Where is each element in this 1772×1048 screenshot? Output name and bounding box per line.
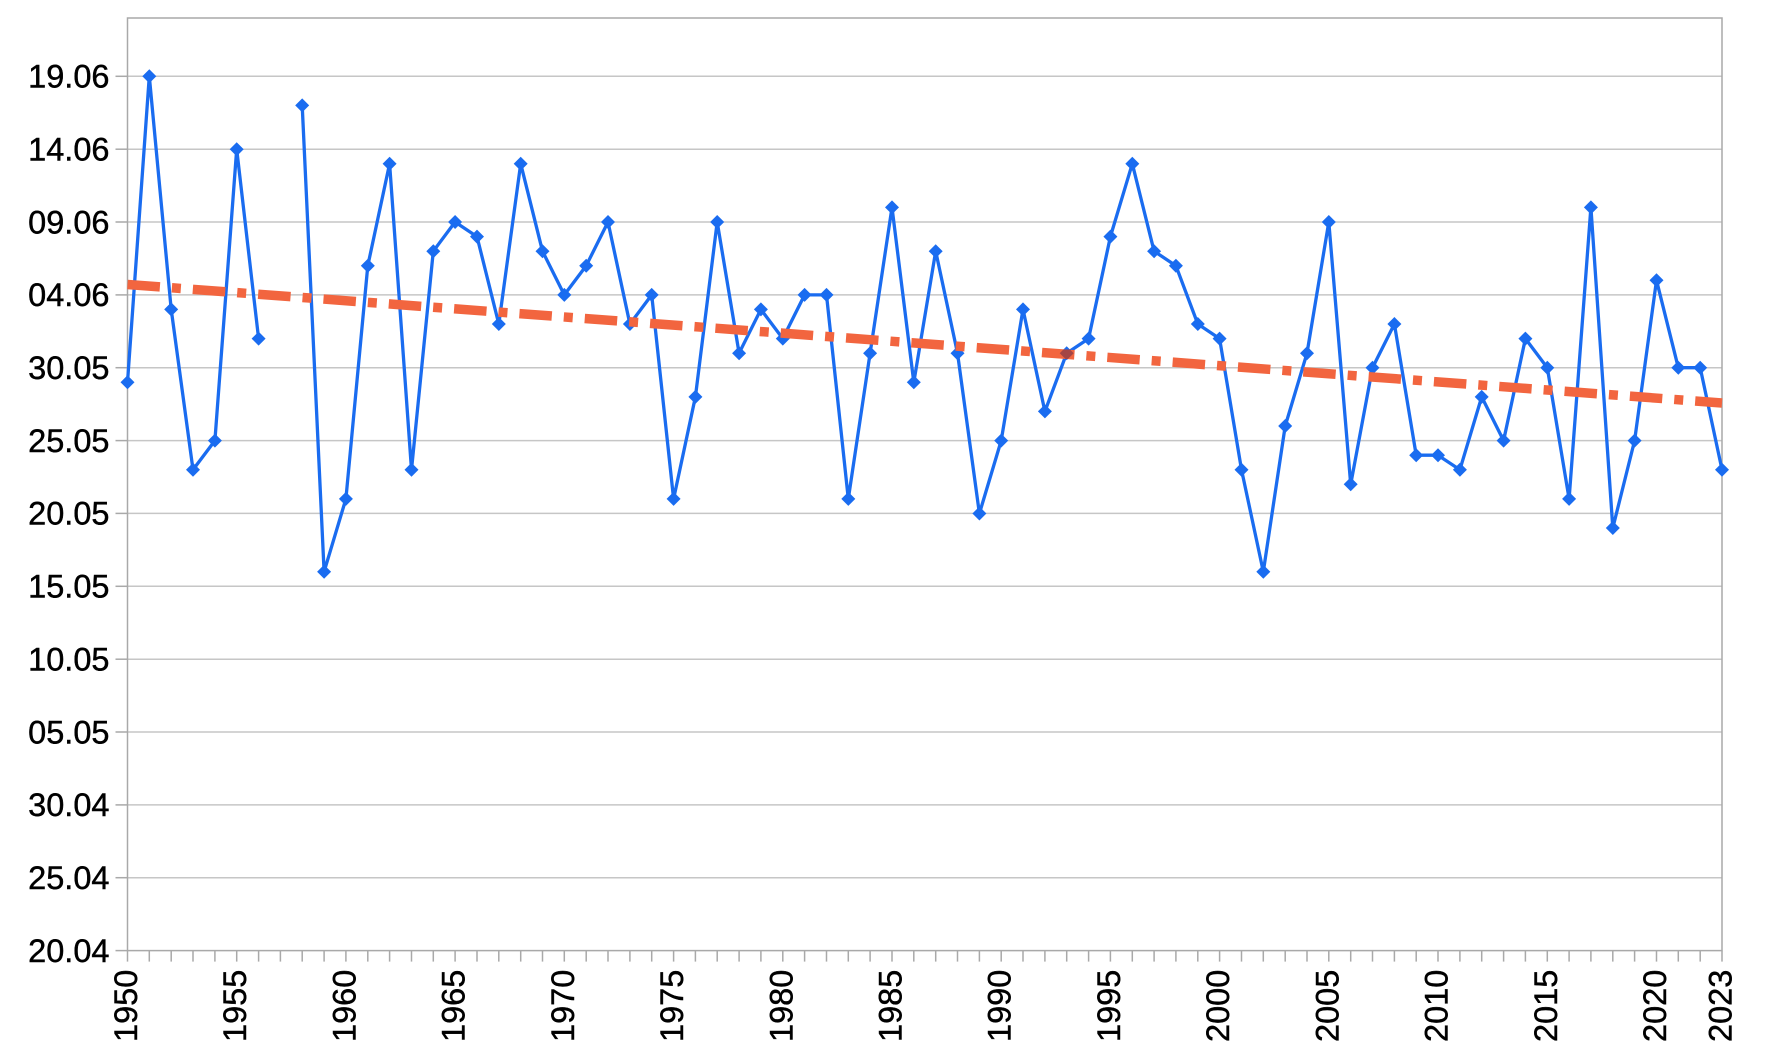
- svg-text:25.04: 25.04: [28, 860, 109, 896]
- svg-text:20.04: 20.04: [28, 933, 109, 969]
- svg-text:2023: 2023: [1703, 970, 1739, 1042]
- svg-text:2010: 2010: [1419, 970, 1455, 1042]
- svg-text:15.05: 15.05: [28, 569, 109, 605]
- svg-text:1980: 1980: [763, 970, 799, 1042]
- svg-text:1995: 1995: [1091, 970, 1127, 1042]
- svg-text:2005: 2005: [1309, 970, 1345, 1042]
- svg-text:20.05: 20.05: [28, 496, 109, 532]
- svg-text:1985: 1985: [873, 970, 909, 1042]
- svg-text:2000: 2000: [1200, 970, 1236, 1042]
- svg-text:1960: 1960: [326, 970, 362, 1042]
- svg-text:14.06: 14.06: [28, 132, 109, 168]
- svg-text:05.05: 05.05: [28, 714, 109, 750]
- svg-text:30.05: 30.05: [28, 350, 109, 386]
- svg-text:25.05: 25.05: [28, 423, 109, 459]
- svg-text:1990: 1990: [982, 970, 1018, 1042]
- svg-text:19.06: 19.06: [28, 59, 109, 95]
- svg-text:1965: 1965: [436, 970, 472, 1042]
- svg-text:09.06: 09.06: [28, 204, 109, 240]
- svg-text:2020: 2020: [1637, 970, 1673, 1042]
- svg-text:30.04: 30.04: [28, 787, 109, 823]
- svg-text:1970: 1970: [545, 970, 581, 1042]
- svg-text:1955: 1955: [217, 970, 253, 1042]
- svg-text:2015: 2015: [1528, 970, 1564, 1042]
- svg-text:04.06: 04.06: [28, 277, 109, 313]
- svg-text:1950: 1950: [108, 970, 144, 1042]
- svg-text:1975: 1975: [654, 970, 690, 1042]
- svg-text:10.05: 10.05: [28, 642, 109, 678]
